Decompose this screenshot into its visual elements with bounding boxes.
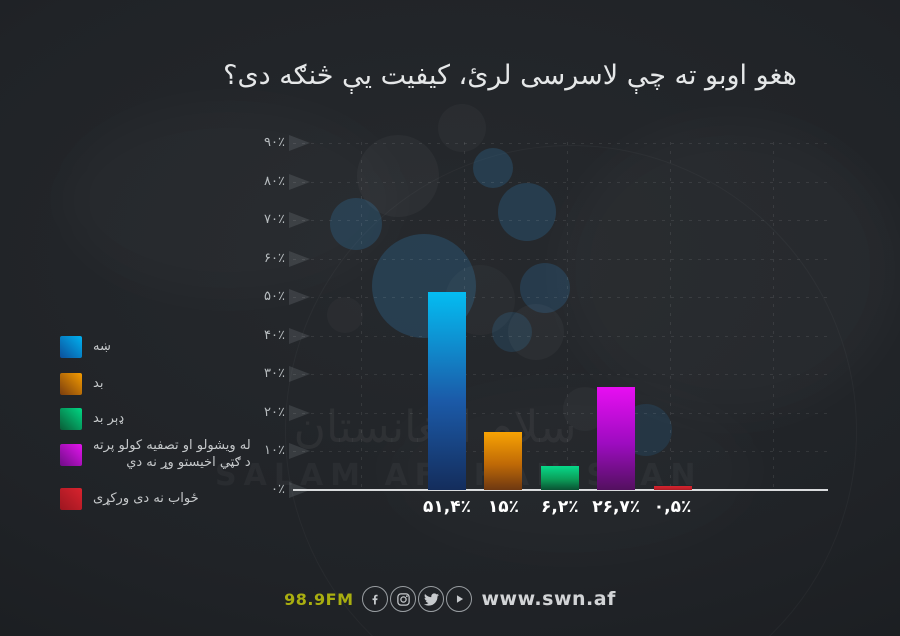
- gridline-horizontal: [293, 374, 833, 376]
- gridline-horizontal: [293, 258, 833, 260]
- legend-item: له ویشولو او تصفیه کولو پرته د ګټي اخیستو…: [60, 438, 251, 472]
- footer: 98.9FM www.swn.af: [0, 586, 900, 612]
- gridline-vertical: [773, 142, 774, 490]
- bubble: [357, 135, 439, 217]
- y-axis-arrow-icon: [289, 250, 310, 267]
- bubble: [520, 263, 570, 313]
- radio-frequency: 98.9FM: [284, 589, 354, 609]
- gridline-horizontal: [293, 335, 833, 337]
- y-axis-tick-label: ۷۰٪: [264, 212, 285, 228]
- legend-label: ډېر بد: [93, 410, 125, 426]
- bubble: [498, 183, 556, 241]
- y-axis-arrow-icon: [289, 212, 310, 229]
- y-axis-tick-label: ۴۰٪: [264, 327, 285, 343]
- bubble: [492, 312, 532, 352]
- legend-swatch: [60, 443, 82, 466]
- gridline-horizontal: [293, 297, 833, 299]
- gridline-horizontal: [293, 181, 833, 183]
- y-axis-tick-label: ۹۰٪: [264, 134, 285, 150]
- bubble: [327, 297, 363, 333]
- y-axis-arrow-icon: [289, 134, 310, 151]
- social-icons: [362, 586, 473, 612]
- bar-magenta: [597, 387, 636, 490]
- legend-item: ښه: [60, 336, 111, 358]
- bar-value-label: ۱۵٪: [487, 497, 519, 517]
- y-axis-arrow-icon: [289, 173, 310, 190]
- x-axis-line: [293, 489, 828, 491]
- gridline-vertical: [670, 142, 671, 490]
- y-axis-arrow-icon: [289, 366, 310, 383]
- bar-value-label: ۰,۵٪: [653, 497, 692, 517]
- y-axis-arrow-icon: [289, 327, 310, 344]
- y-axis-tick-label: ۵۰٪: [264, 289, 285, 305]
- legend-swatch: [60, 373, 82, 395]
- y-axis-arrow-icon: [289, 443, 310, 460]
- y-axis-tick-label: ۳۰٪: [264, 366, 285, 382]
- bar-orange: [484, 432, 523, 490]
- legend-swatch: [60, 336, 82, 358]
- website-url[interactable]: www.swn.af: [481, 588, 616, 610]
- bar-value-label: ۲۶,۷٪: [592, 497, 641, 517]
- play-icon[interactable]: [446, 586, 473, 612]
- gridline-horizontal: [293, 142, 833, 144]
- legend-swatch: [60, 488, 82, 510]
- facebook-icon[interactable]: [362, 586, 389, 612]
- legend-swatch: [60, 408, 82, 430]
- bar-value-label: ۵۱,۴٪: [423, 497, 471, 517]
- legend-item: ځواب نه دی ورکړی: [60, 488, 199, 510]
- gridline-horizontal: [293, 412, 833, 414]
- bubble: [508, 304, 564, 360]
- legend-item: بد: [60, 373, 103, 395]
- y-axis-tick-label: ۰٪: [271, 482, 285, 497]
- bubble: [330, 198, 382, 250]
- bubble: [438, 104, 486, 152]
- legend-label: ځواب نه دی ورکړی: [93, 490, 199, 506]
- gridline-horizontal: [293, 220, 833, 222]
- twitter-icon[interactable]: [418, 586, 445, 612]
- bar-green: [540, 466, 579, 490]
- y-axis-arrow-icon: [289, 289, 310, 306]
- y-axis-arrow-icon: [289, 404, 310, 421]
- bubble: [473, 148, 513, 188]
- legend-label: ښه: [93, 338, 111, 354]
- y-axis-tick-label: ۱۰٪: [264, 443, 285, 459]
- gridline-vertical: [361, 142, 362, 490]
- y-axis-tick-label: ۲۰٪: [264, 404, 285, 420]
- y-axis-tick-label: ۶۰٪: [264, 250, 285, 266]
- bar-red: [653, 486, 692, 490]
- gridline-vertical: [567, 142, 568, 490]
- legend-label: له ویشولو او تصفیه کولو پرته د ګټي اخیستو…: [93, 438, 251, 470]
- legend-item: ډېر بد: [60, 408, 124, 430]
- bar-blue: [428, 291, 466, 490]
- instagram-icon[interactable]: [390, 586, 417, 612]
- gridline-horizontal: [293, 451, 833, 453]
- bar-value-label: ۶,۲٪: [541, 497, 579, 517]
- chart-title: هغو اوبو ته چې لاسرسی لرئ، کیفیت یې څنګه…: [223, 60, 797, 91]
- legend-label: بد: [93, 375, 104, 391]
- y-axis-tick-label: ۸۰٪: [264, 173, 285, 189]
